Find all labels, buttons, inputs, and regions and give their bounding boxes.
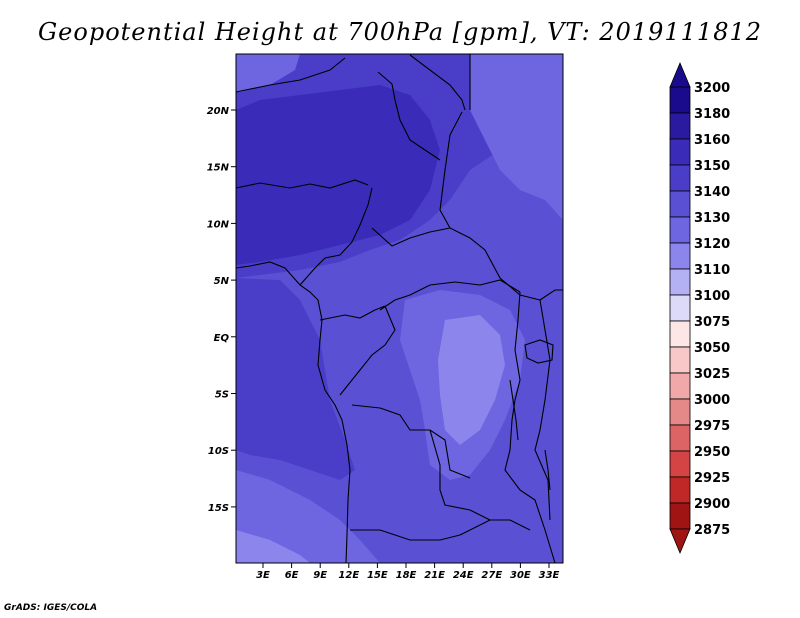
colorbar-segment: [669, 112, 691, 140]
colorbar-segment: [669, 372, 691, 400]
colorbar-top-arrow: [669, 61, 691, 88]
chart-title: Geopotential Height at 700hPa [gpm], VT:…: [38, 18, 762, 46]
lake-malawi: [544, 449, 551, 491]
colorbar-segment: [669, 138, 691, 166]
lon-tick-label: 33E: [539, 570, 560, 581]
border-congo-drc: [339, 305, 396, 396]
field-northwest-low: [236, 54, 300, 92]
colorbar-segment: [669, 268, 691, 296]
border-cameroon-gabon: [319, 305, 386, 321]
border-drc-angola: [351, 404, 471, 479]
colorbar-segment: [669, 502, 691, 530]
colorbar-segment: [669, 86, 691, 114]
colorbar-label: 3025: [694, 367, 730, 382]
border-east-lakes: [504, 291, 521, 491]
colorbar-segment: [669, 450, 691, 478]
lat-tick-label: 10S: [208, 446, 229, 457]
coastline: [235, 261, 351, 564]
map-boundaries: [235, 54, 563, 564]
lon-tick-label: 6E: [285, 570, 299, 581]
colorbar-segment: [669, 398, 691, 426]
border-angola-zambia: [429, 429, 491, 521]
field-east-trough: [470, 54, 563, 220]
lat-tick-label: 5S: [215, 390, 229, 401]
colorbar-label: 2950: [694, 445, 730, 460]
lat-tick-label: EQ: [214, 333, 230, 344]
border-nigeria-cameroon: [299, 187, 373, 286]
field-southern-light: [236, 470, 380, 563]
lat-tick-label: 10N: [207, 219, 230, 230]
colorbar-label: 3200: [694, 81, 730, 96]
colorbar-segment: [669, 216, 691, 244]
lon-tick-label: 18E: [396, 570, 417, 581]
lake-victoria: [524, 339, 554, 364]
border-zambia-south: [459, 519, 531, 536]
lat-tick-label: 20N: [207, 106, 230, 117]
field-coastal-dark: [236, 278, 355, 480]
colorbar-segment: [669, 294, 691, 322]
colorbar-label: 3050: [694, 341, 730, 356]
lon-tick-label: 12E: [338, 570, 359, 581]
longitude-axis: 3E 6E 9E 12E 15E 18E 21E 24E 27E 30E 33E: [256, 563, 560, 581]
lon-tick-label: 27E: [481, 570, 502, 581]
colorbar-bottom-arrow: [669, 528, 691, 555]
lon-tick-label: 3E: [256, 570, 270, 581]
lon-tick-label: 9E: [313, 570, 327, 581]
border-nigeria-niger: [235, 179, 369, 189]
lat-tick-label: 15N: [207, 163, 230, 174]
colorbar: 3200 3180 3160 3150 3140 3130 3120 3110 3100 3075…: [669, 61, 730, 555]
grads-credit: GrADS: IGES/COLA: [4, 603, 98, 613]
lat-tick-label: 15S: [208, 503, 229, 514]
colorbar-label: 3000: [694, 393, 730, 408]
colorbar-label: 2900: [694, 497, 730, 512]
colorbar-segment: [669, 190, 691, 218]
colorbar-label: 3100: [694, 289, 730, 304]
lon-tick-label: 15E: [367, 570, 388, 581]
colorbar-label: 3110: [694, 263, 730, 278]
colorbar-segment: [669, 476, 691, 504]
field-congo-core: [438, 315, 505, 445]
lon-tick-label: 24E: [453, 570, 474, 581]
colorbar-label: 3150: [694, 159, 730, 174]
lon-tick-label: 21E: [424, 570, 445, 581]
colorbar-label: 3075: [694, 315, 730, 330]
lon-tick-label: 30E: [510, 570, 531, 581]
map-frame: [235, 53, 564, 564]
border-car-drc: [379, 279, 521, 311]
colorbar-label: 3120: [694, 237, 730, 252]
contour-field: [236, 54, 563, 563]
border-kenya: [539, 289, 563, 301]
border-libya-chad: [409, 54, 466, 111]
colorbar-label: 2925: [694, 471, 730, 486]
colorbar-segment: [669, 346, 691, 374]
border-mozambique: [519, 489, 556, 564]
border-tanzania: [534, 299, 551, 521]
colorbar-label: 3180: [694, 107, 730, 122]
border-chad-car: [371, 227, 451, 247]
border-angola-namibia: [350, 529, 461, 541]
field-southern-palest: [236, 530, 310, 563]
border-niger-algeria: [235, 57, 346, 93]
colorbar-label: 3160: [694, 133, 730, 148]
border-niger-libya: [377, 71, 441, 161]
colorbar-label: 2875: [694, 523, 730, 538]
field-high-core: [236, 85, 440, 265]
colorbar-segment: [669, 320, 691, 348]
colorbar-segment: [669, 242, 691, 270]
lat-tick-label: 5N: [214, 276, 230, 287]
colorbar-segment: [669, 424, 691, 452]
colorbar-segment: [669, 164, 691, 192]
lake-tanganyika: [509, 379, 519, 441]
colorbar-label: 3130: [694, 211, 730, 226]
colorbar-label: 3140: [694, 185, 730, 200]
latitude-axis: 20N 15N 10N 5N EQ 5S 10S 15S: [207, 106, 236, 514]
colorbar-label: 2975: [694, 419, 730, 434]
